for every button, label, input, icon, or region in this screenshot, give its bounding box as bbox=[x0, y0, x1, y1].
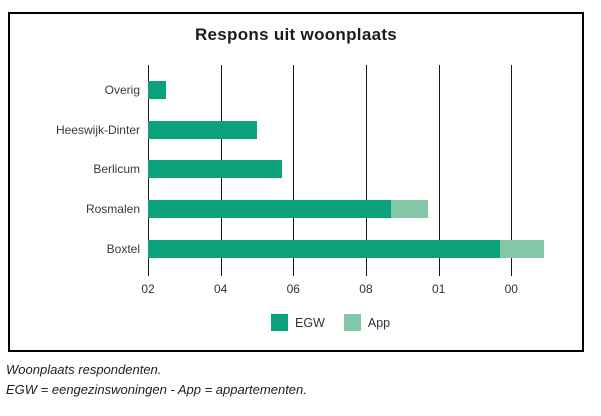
bar-segment-egw bbox=[148, 81, 167, 99]
bar-segment-egw bbox=[148, 121, 257, 139]
y-axis-category-label: Overig bbox=[104, 83, 140, 97]
legend-label: EGW bbox=[295, 315, 325, 330]
bar-segment-app bbox=[391, 200, 428, 218]
chart-legend: EGW App bbox=[271, 314, 390, 331]
legend-item: App bbox=[343, 314, 391, 331]
y-axis-category-label: Boxtel bbox=[106, 242, 140, 256]
x-axis-tick-label: 02 bbox=[141, 282, 155, 296]
legend-item: EGW bbox=[271, 314, 325, 331]
caption-line-1: Woonplaats respondenten. bbox=[6, 362, 162, 377]
legend-swatch-egw bbox=[271, 314, 288, 331]
gridline bbox=[511, 65, 513, 276]
x-axis-tick-label: 01 bbox=[431, 282, 446, 296]
y-axis-category-label: Berlicum bbox=[93, 162, 140, 176]
gridline bbox=[438, 65, 440, 276]
bar-segment-egw bbox=[148, 240, 501, 258]
y-axis-category-label: Heeswijk-Dinter bbox=[55, 123, 140, 137]
bar-segment-egw bbox=[148, 200, 392, 218]
gridline bbox=[293, 65, 295, 276]
y-axis-category-label: Rosmalen bbox=[85, 202, 140, 216]
x-axis-tick-label: 06 bbox=[286, 282, 300, 296]
x-axis-tick-label: 00 bbox=[504, 282, 518, 296]
x-axis-tick-label: 08 bbox=[359, 282, 373, 296]
chart-panel: Respons uit woonplaats 02 04 06 08 01 00 Overi… bbox=[8, 12, 584, 352]
plot-area: 02 04 06 08 01 00 Overig Heeswijk-Dinter Berlicu… bbox=[10, 14, 582, 350]
x-axis-tick-label: 04 bbox=[213, 282, 228, 296]
bar-segment-app bbox=[500, 240, 544, 258]
chart-caption: Woonplaats respondenten. EGW = eengezins… bbox=[6, 360, 307, 400]
legend-swatch-app bbox=[343, 314, 361, 331]
legend-label: App bbox=[367, 315, 391, 330]
caption-line-2: EGW = eengezinswoningen - App = appartem… bbox=[6, 382, 307, 397]
gridline bbox=[365, 65, 367, 276]
chart-title: Respons uit woonplaats bbox=[194, 25, 398, 44]
bar-segment-egw bbox=[148, 160, 283, 178]
